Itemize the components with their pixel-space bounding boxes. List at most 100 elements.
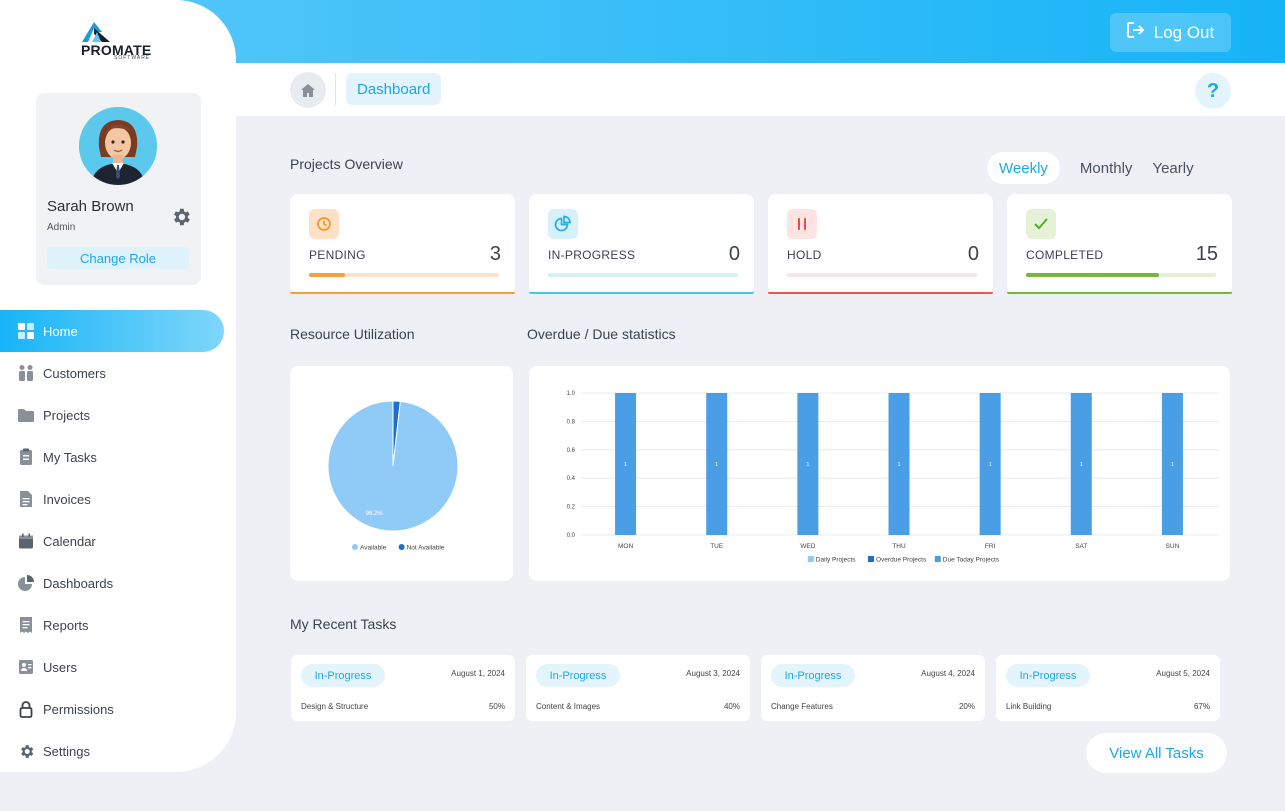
x-tick-label: WED <box>800 543 815 550</box>
legend-swatch <box>398 544 405 550</box>
y-tick-label: 0.8 <box>567 419 576 425</box>
status-badge: In-Progress <box>536 664 620 687</box>
stat-label: PENDING <box>309 248 366 262</box>
help-button[interactable]: ? <box>1195 73 1231 109</box>
overdue-statistics-card: 0.0 0.2 0.4 0.6 0.8 1.0 1 MON 1 TUE 1 WED 1 THU 1 FRI 1 S… <box>529 366 1230 581</box>
tab-weekly[interactable]: Weekly <box>987 152 1060 184</box>
task-percent: 50% <box>488 702 505 711</box>
sidebar-item-label: Home <box>43 323 78 339</box>
pie-chart-icon <box>548 209 578 239</box>
avatar[interactable] <box>79 107 157 185</box>
bar-fri <box>979 393 1001 535</box>
bar-data-label: 1 <box>1080 462 1083 468</box>
task-card[interactable]: In-Progress August 5, 2024 Link Building… <box>996 655 1220 721</box>
stat-accent-line <box>529 292 754 294</box>
bar-data-label: 1 <box>897 462 900 468</box>
y-tick-label: 0.2 <box>567 505 576 511</box>
sidebar-nav: Home Customers Projects My Tasks Invoice… <box>0 310 236 772</box>
tab-yearly[interactable]: Yearly <box>1152 159 1194 177</box>
stat-card-in-progress[interactable]: IN-PROGRESS 0 <box>529 194 754 294</box>
sidebar-item-reports[interactable]: Reports <box>0 604 236 646</box>
task-percent: 40% <box>723 702 740 711</box>
receipt-icon <box>17 616 35 634</box>
stat-count: 0 <box>728 243 740 265</box>
sidebar-item-my-tasks[interactable]: My Tasks <box>0 436 236 478</box>
resource-utilization-card: 98.2% Available Not Available <box>290 366 513 581</box>
stat-progress-track <box>787 273 977 277</box>
x-tick-label: SAT <box>1075 543 1087 550</box>
folder-icon <box>17 406 35 424</box>
bar-wed <box>797 393 819 535</box>
breadcrumb-divider <box>335 73 336 105</box>
legend-label: Due Today Projects <box>943 557 1000 564</box>
clock-icon <box>309 209 339 239</box>
overdue-bar-chart: 0.0 0.2 0.4 0.6 0.8 1.0 1 MON 1 TUE 1 WED 1 THU 1 FRI 1 S… <box>567 391 1219 564</box>
breadcrumb-current[interactable]: Dashboard <box>346 73 442 105</box>
x-tick-label: THU <box>892 543 906 550</box>
stat-progress-fill <box>1026 273 1159 277</box>
sidebar-item-permissions[interactable]: Permissions <box>0 688 236 730</box>
sidebar-item-users[interactable]: Users <box>0 646 236 688</box>
pause-icon <box>787 209 817 239</box>
sidebar-item-label: Customers <box>43 365 106 381</box>
change-role-button[interactable]: Change Role <box>47 247 189 269</box>
x-tick-label: FRI <box>985 543 996 550</box>
stat-label: IN-PROGRESS <box>548 248 636 262</box>
stat-progress-track <box>1026 273 1216 277</box>
sidebar-item-invoices[interactable]: Invoices <box>0 478 236 520</box>
y-tick-label: 0.0 <box>567 533 576 539</box>
sidebar-item-settings[interactable]: Settings <box>0 730 236 772</box>
sidebar-item-projects[interactable]: Projects <box>0 394 236 436</box>
stat-label: COMPLETED <box>1026 248 1104 262</box>
sidebar-item-label: Calendar <box>43 533 96 549</box>
gear-icon <box>17 742 35 760</box>
legend-label: Daily Projects <box>816 557 856 564</box>
stat-card-completed[interactable]: COMPLETED 15 <box>1007 194 1232 294</box>
task-card[interactable]: In-Progress August 3, 2024 Content & Ima… <box>526 655 750 721</box>
sidebar-item-customers[interactable]: Customers <box>0 352 236 394</box>
task-name: Change Features <box>771 702 833 711</box>
stat-card-hold[interactable]: HOLD 0 <box>768 194 993 294</box>
sidebar-item-calendar[interactable]: Calendar <box>0 520 236 562</box>
pie-icon <box>17 574 35 592</box>
resource-pie-chart: 98.2% Available Not Available <box>327 400 459 552</box>
legend-label: Not Available <box>407 545 445 552</box>
pie-data-label: 98.2% <box>366 511 384 517</box>
breadcrumb: Dashboard ? <box>236 63 1285 116</box>
logout-button[interactable]: Log Out <box>1110 13 1231 52</box>
task-name: Content & Images <box>536 702 601 711</box>
stat-progress-track <box>309 273 499 277</box>
tab-monthly[interactable]: Monthly <box>1079 159 1133 177</box>
view-all-tasks-button[interactable]: View All Tasks <box>1086 733 1227 773</box>
task-date: August 4, 2024 <box>921 669 975 678</box>
pie-slice-available <box>327 400 459 532</box>
task-date: August 1, 2024 <box>451 669 505 678</box>
bar-data-label: 1 <box>1171 462 1174 468</box>
sidebar-item-dashboards[interactable]: Dashboards <box>0 562 236 604</box>
home-breadcrumb-button[interactable] <box>290 72 326 108</box>
task-card[interactable]: In-Progress August 1, 2024 Design & Stru… <box>291 655 515 721</box>
sidebar-item-home[interactable]: Home <box>0 310 224 352</box>
stat-accent-line <box>768 292 993 294</box>
bar-thu <box>888 393 910 535</box>
task-card[interactable]: In-Progress August 4, 2024 Change Featur… <box>761 655 985 721</box>
profile-role: Admin <box>47 222 76 233</box>
sidebar-item-label: Users <box>43 659 77 675</box>
projects-overview-title: Projects Overview <box>290 156 403 172</box>
stat-card-pending[interactable]: PENDING 3 <box>290 194 515 294</box>
stat-count: 15 <box>1195 243 1218 265</box>
sidebar-item-label: My Tasks <box>43 449 97 465</box>
status-badge: In-Progress <box>771 664 855 687</box>
grid-icon <box>17 322 35 340</box>
legend-swatch <box>807 556 814 562</box>
profile-settings-button[interactable] <box>170 206 192 233</box>
y-tick-label: 1.0 <box>567 391 576 397</box>
sidebar-item-label: Permissions <box>43 701 114 717</box>
bar-tue <box>706 393 728 535</box>
recent-tasks-title: My Recent Tasks <box>290 616 397 632</box>
stat-progress-fill <box>309 273 346 277</box>
contact-card-icon <box>17 658 35 676</box>
profile-name: Sarah Brown <box>47 198 134 215</box>
status-badge: In-Progress <box>1006 664 1090 687</box>
sidebar-item-label: Projects <box>43 407 90 423</box>
